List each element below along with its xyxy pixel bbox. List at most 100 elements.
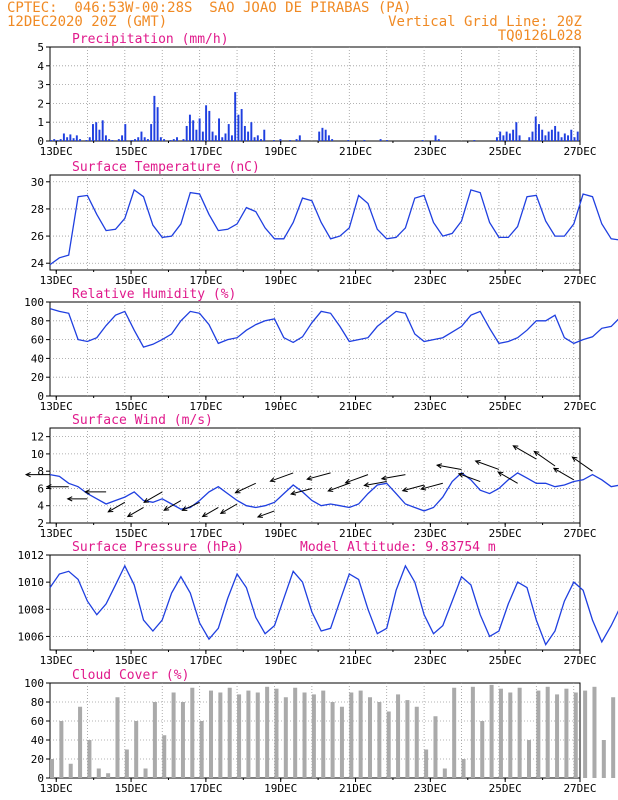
series-line	[49, 307, 618, 348]
y-tick-label: 80	[31, 696, 44, 709]
precip-bar	[541, 129, 544, 141]
cloud-bar	[124, 749, 129, 778]
x-tick-label: 17DEC	[189, 400, 222, 413]
y-tick-label: 20	[31, 371, 44, 384]
panel-title: Surface Pressure (hPa)	[72, 540, 244, 555]
precip-bar	[230, 135, 233, 141]
cloud-bar	[564, 688, 569, 778]
cloud-bar	[274, 688, 279, 778]
cloud-bar	[293, 687, 298, 778]
precip-bar	[289, 140, 292, 141]
y-tick-label: 40	[31, 734, 44, 747]
wind-arrow-head	[24, 472, 31, 478]
precip-bar	[499, 131, 502, 141]
precip-bar	[85, 140, 88, 141]
cloud-bar	[96, 768, 101, 778]
precip-bar	[363, 140, 366, 141]
wind-arrow-head	[107, 507, 114, 513]
precip-bar	[272, 140, 275, 141]
precip-bar	[576, 131, 579, 141]
precip-bar	[437, 139, 440, 141]
x-tick-label: 27DEC	[563, 782, 596, 795]
series-line	[49, 564, 618, 646]
wind-arrow-head	[163, 505, 170, 511]
cloud-bar	[171, 692, 176, 778]
precip-bar	[124, 124, 127, 141]
precip-bar	[547, 131, 550, 141]
x-tick-label: 13DEC	[40, 400, 73, 413]
cloud-bar	[526, 740, 532, 778]
y-tick-label: 1006	[18, 630, 45, 643]
wind-arrow	[220, 503, 238, 514]
precip-bar	[237, 114, 240, 141]
precip-bar	[260, 139, 262, 141]
wind-arrow	[553, 467, 575, 481]
x-tick-label: 17DEC	[189, 527, 222, 540]
cloud-bar	[152, 702, 157, 778]
cloud-bar	[255, 692, 260, 778]
cloud-bar	[349, 692, 354, 778]
precip-bar	[208, 110, 211, 141]
cloud-bar	[414, 706, 419, 778]
precip-bar	[92, 124, 94, 141]
panel-title: Surface Temperature (nC)	[72, 160, 260, 175]
wind-arrow	[364, 481, 387, 486]
wind-arrow-head	[66, 496, 73, 502]
cloud-bar	[461, 759, 466, 778]
wind-arrow	[533, 451, 556, 467]
x-tick-label: 25DEC	[489, 654, 522, 667]
x-tick-label: 27DEC	[563, 145, 596, 158]
cloud-bar	[302, 692, 307, 778]
x-tick-label: 23DEC	[414, 654, 447, 667]
precip-bar	[508, 133, 511, 141]
header-location: CPTEC: 046:53W-00:28S SAO JOAO DE PIRABA…	[7, 0, 412, 16]
precip-bar	[72, 138, 75, 141]
cloud-bar	[246, 690, 251, 778]
precip-bar	[195, 129, 198, 141]
x-tick-label: 17DEC	[189, 782, 222, 795]
cloud-bar	[377, 702, 382, 778]
wind-arrow	[497, 471, 518, 484]
cloud-bar	[59, 721, 64, 778]
x-tick-label: 15DEC	[115, 654, 148, 667]
cloud-bar	[396, 694, 401, 778]
panel-annotation: Model Altitude: 9.83754 m	[300, 540, 496, 555]
cloud-bar	[545, 686, 550, 778]
x-tick-label: 23DEC	[414, 400, 447, 413]
cloud-bar	[134, 721, 139, 778]
precip-bar	[192, 120, 195, 141]
panel-title: Precipitation (mm/h)	[72, 32, 229, 47]
precip-bar	[473, 140, 476, 141]
cloud-bar	[508, 692, 513, 778]
panel-title: Surface Wind (m/s)	[72, 413, 213, 428]
wind-arrow	[235, 482, 256, 494]
wind-arrow	[475, 460, 500, 470]
wind-arrow-head	[474, 459, 481, 465]
precip-bar	[531, 131, 534, 141]
y-tick-label: 30	[31, 176, 44, 189]
precip-bar	[211, 131, 214, 141]
cloud-bar	[339, 706, 344, 778]
x-tick-label: 19DEC	[264, 400, 297, 413]
cloud-bar	[583, 690, 588, 778]
precip-bar	[550, 129, 553, 141]
y-tick-label: 12	[31, 431, 44, 444]
precip-bar	[98, 129, 101, 141]
x-tick-label: 27DEC	[563, 654, 596, 667]
y-tick-label: 40	[31, 352, 44, 365]
y-tick-label: 4	[37, 60, 44, 73]
precip-bar	[253, 137, 256, 141]
cloud-bar	[367, 697, 373, 778]
cloud-bar	[601, 740, 606, 778]
y-tick-label: 2	[37, 97, 44, 110]
wind-arrow	[108, 501, 126, 513]
wind-arrow	[202, 507, 219, 517]
cloud-bar	[470, 686, 475, 778]
precip-bar	[534, 116, 537, 141]
x-tick-label: 21DEC	[339, 274, 372, 287]
precip-bar	[221, 137, 224, 141]
cloud-bar	[433, 716, 438, 778]
cloud-bar	[68, 763, 73, 778]
cloud-bar	[452, 687, 457, 778]
x-tick-label: 25DEC	[489, 400, 522, 413]
